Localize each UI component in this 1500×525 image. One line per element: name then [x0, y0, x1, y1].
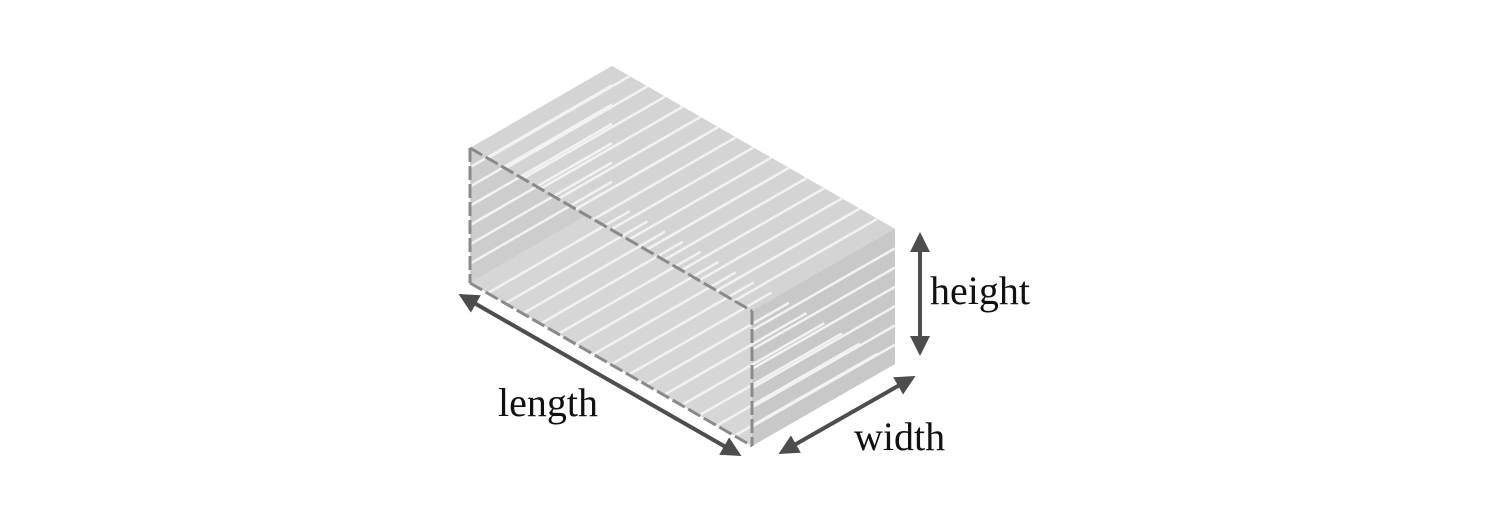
slat-lines: [469, 75, 896, 437]
floor-slat-line: [487, 210, 631, 295]
side-slat-line: [751, 266, 896, 351]
side-slat-line: [751, 324, 896, 409]
top-slat-line: [698, 197, 843, 282]
top-slat-line: [680, 187, 825, 272]
length-label: length: [498, 380, 598, 425]
top-slat-line: [716, 207, 861, 292]
dimension-arrows: [458, 232, 930, 456]
top-slat-line: [645, 166, 790, 251]
inner-wall-slat-line: [469, 103, 613, 188]
inner-wall-slat-line: [469, 142, 613, 227]
top-slat-line: [592, 136, 737, 221]
side-slat-line: [751, 285, 896, 370]
top-slat-line: [610, 146, 755, 231]
front-top-edge: [469, 146, 753, 313]
width-arrow: [778, 376, 916, 454]
floor-slat-line: [504, 220, 648, 305]
top-slat-line: [733, 217, 878, 302]
inner-wall-slat-line: [469, 122, 613, 207]
side-slat-line: [751, 247, 896, 332]
top-slat-line: [557, 115, 702, 201]
inner-wall-slat-line: [469, 161, 613, 246]
top-slat-line: [663, 176, 808, 262]
side-slat-line: [751, 305, 896, 390]
width-label: width: [854, 414, 945, 459]
inner-wall-slat-line: [469, 84, 613, 169]
height-label: height: [930, 268, 1030, 313]
length-arrow: [458, 294, 742, 456]
top-slat-line: [522, 95, 666, 180]
top-slat-line: [628, 156, 772, 241]
top-slat-line: [504, 85, 648, 170]
top-slat-line: [575, 126, 719, 211]
top-slat-line: [539, 105, 684, 190]
inner-wall-slat-line: [469, 180, 613, 265]
